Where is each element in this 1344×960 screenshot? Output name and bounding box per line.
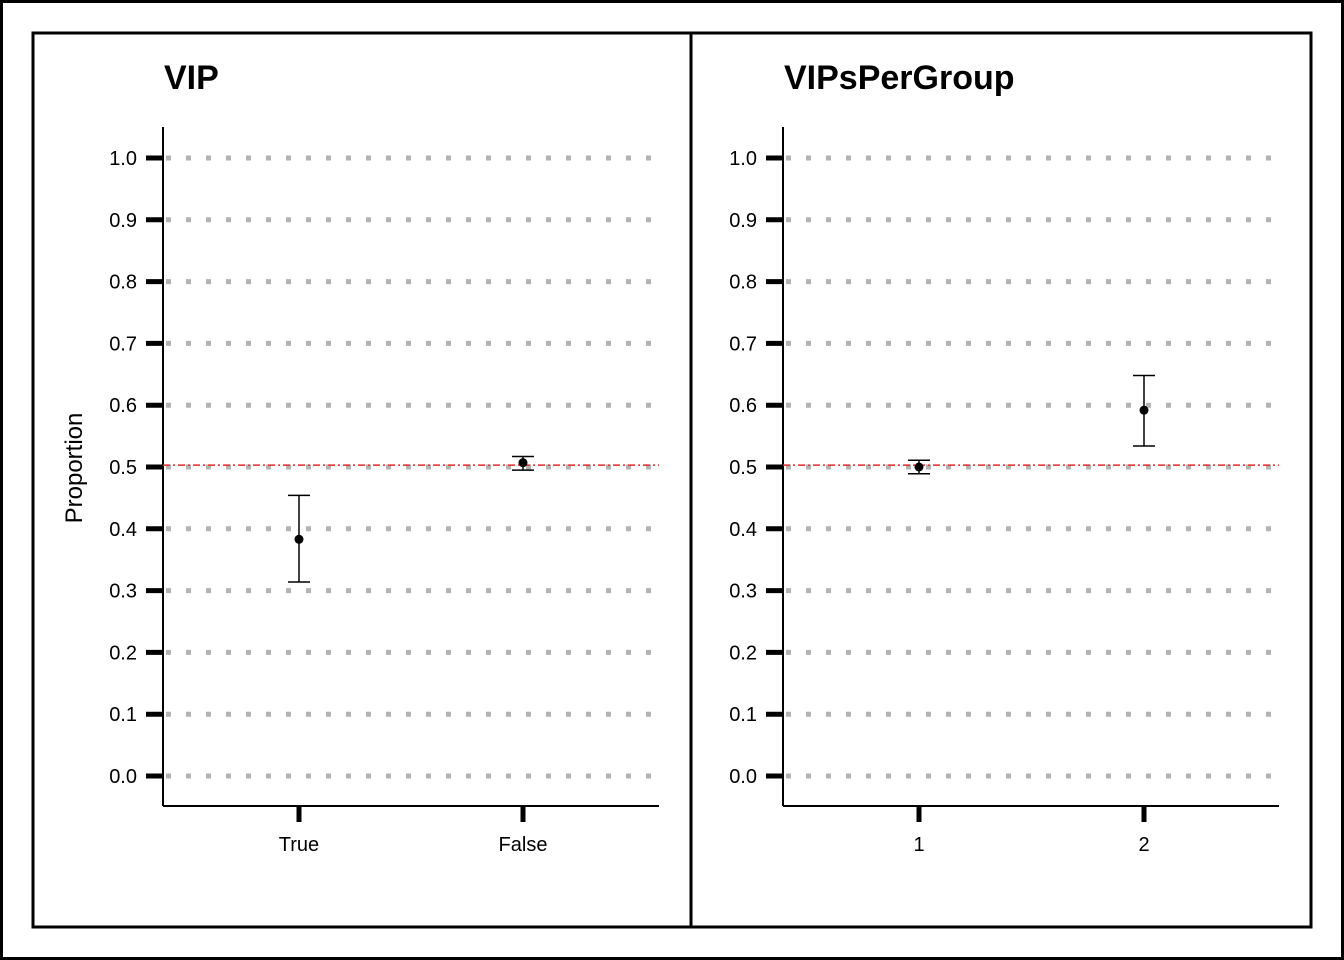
y-tick-label: 0.3: [729, 581, 757, 603]
y-tick-label: 1.0: [729, 148, 757, 170]
data-point: [914, 462, 924, 472]
y-tick-label: 0.8: [729, 272, 757, 294]
y-tick-label: 0.6: [109, 395, 137, 417]
x-tick-label: True: [279, 834, 319, 856]
y-tick-label: 0.1: [109, 704, 137, 726]
y-tick-label: 0.7: [109, 333, 137, 355]
y-axis-label: Proportion: [61, 413, 88, 524]
plot-area: 0.0 0.1 0.2 0.3 0.4 0.5 0.6 0.7 0.8 0.9 1.0 1 2: [729, 127, 1279, 856]
panel-title: VIP: [164, 59, 219, 97]
y-tick-label: 0.7: [729, 333, 757, 355]
data-point: [518, 458, 528, 468]
y-tick-label: 0.4: [729, 519, 757, 541]
y-tick-label: 0.8: [109, 272, 137, 294]
x-tick-label: 2: [1138, 834, 1149, 856]
y-tick-label: 0.2: [729, 642, 757, 664]
y-tick-label: 0.0: [729, 766, 757, 788]
panel-border: [689, 31, 1313, 929]
y-tick-label: 0.5: [109, 457, 137, 479]
panel-title: VIPsPerGroup: [784, 59, 1015, 97]
panel-vips-per-group: VIPsPerGroup 0.0 0.1 0.2 0.3 0.4 0.5 0.6 0.7 0.8…: [689, 31, 1313, 929]
y-tick-label: 0.1: [729, 704, 757, 726]
plot-area: 0.0 0.1 0.2 0.3 0.4 0.5 0.6 0.7 0.8 0.9 1.0 True Fal…: [109, 127, 659, 856]
y-tick-label: 0.5: [729, 457, 757, 479]
data-point: [294, 534, 304, 544]
y-tick-label: 0.6: [729, 395, 757, 417]
y-tick-label: 0.4: [109, 519, 137, 541]
panel-vip: VIP Proportion 0.00.10.20.30.40.50.60.70…: [31, 31, 693, 929]
y-tick-label: 1.0: [109, 148, 137, 170]
y-tick-label: 0.3: [109, 581, 137, 603]
y-tick-label: 0.9: [109, 210, 137, 232]
y-tick-label: 0.0: [109, 766, 137, 788]
x-tick-label: 1: [913, 834, 924, 856]
y-tick-label: 0.2: [109, 642, 137, 664]
x-tick-label: False: [499, 834, 548, 856]
y-tick-label: 0.9: [729, 210, 757, 232]
data-point: [1139, 405, 1149, 415]
